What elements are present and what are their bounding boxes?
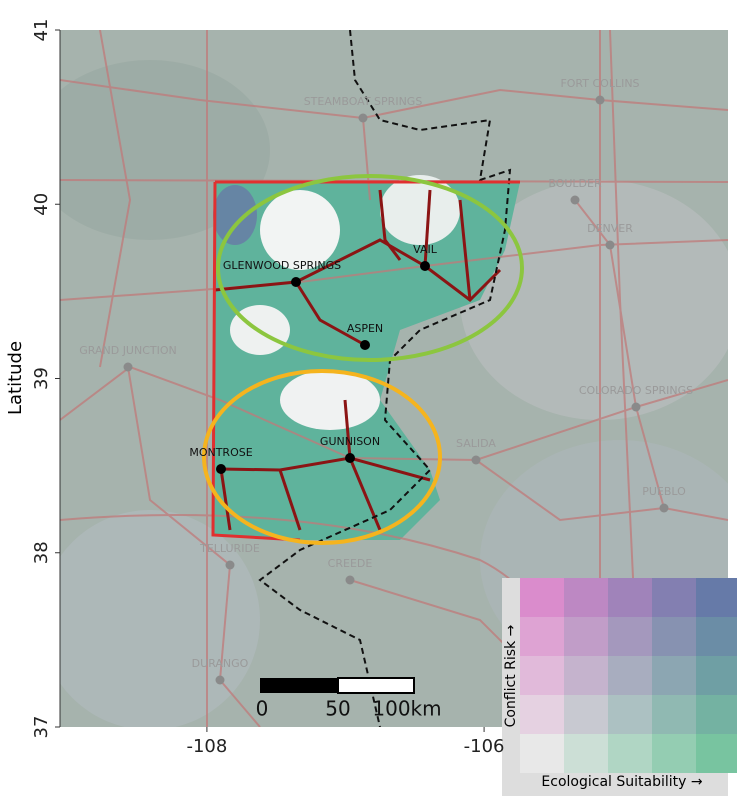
town-label: ASPEN [347,322,383,335]
scale-bar [337,677,415,694]
region-outline [216,174,524,362]
legend-cell [520,578,564,617]
continental-divide [258,30,512,727]
legend-y-label: Conflict Risk → [503,624,519,727]
y-tick-label: 40 [31,193,52,216]
legend-cell [564,656,608,695]
scale-label: 0 [256,697,269,721]
city-dot [345,575,355,585]
town-dot [360,340,370,350]
legend-cell [608,695,652,734]
town-dot [420,261,430,271]
city-label: CREEDE [328,557,373,570]
legend-cell [652,695,696,734]
city-label: BOULDER [548,177,602,190]
suitability-patch [380,175,460,245]
y-tick-label: 41 [31,19,52,42]
legend-cell [520,656,564,695]
city-label: SALIDA [456,437,496,450]
city-label: TELLURIDE [199,542,260,555]
trails [214,189,502,531]
town-dot [345,453,355,463]
town-label: MONTROSE [189,446,252,459]
legend-cell [608,578,652,617]
city-dot [659,503,669,513]
legend-cell [564,734,608,773]
legend-cell [520,734,564,773]
x-tick-label: -108 [186,736,227,757]
legend-cell [608,617,652,656]
city-dot [595,95,605,105]
legend-x-label: Ecological Suitability → [541,774,702,790]
suitability-patch [280,370,380,430]
city-dot [605,240,615,250]
legend-cell [608,734,652,773]
city-label: PUEBLO [642,485,686,498]
map-area [60,30,728,727]
y-tick-label: 39 [31,367,52,390]
city-dot [471,455,481,465]
region-outline [202,369,442,545]
legend-cell [696,695,737,734]
legend-cell [696,656,737,695]
city-label: FORT COLLINS [560,77,639,90]
legend-cell [564,617,608,656]
legend-cell [652,578,696,617]
city-dot [358,113,368,123]
scale-label: 100km [372,697,441,721]
suitability-patch [260,190,340,270]
legend: Conflict Risk → Ecological Suitability → [502,578,737,796]
legend-cell [564,695,608,734]
terrain [460,180,728,420]
scale-label: 50 [325,697,350,721]
city-dot [215,675,225,685]
legend-cell [520,695,564,734]
city-label: DURANGO [192,657,249,670]
legend-cell [520,617,564,656]
town-dot [216,464,226,474]
city-dot [225,560,235,570]
town-dot [291,277,301,287]
legend-cell [652,656,696,695]
city-dot [123,362,133,372]
city-label: COLORADO SPRINGS [579,384,693,397]
legend-cell [564,578,608,617]
city-label: GRAND JUNCTION [79,344,177,357]
y-tick-label: 38 [31,541,52,564]
city-dot [570,195,580,205]
study-boundary [211,181,301,542]
y-tick-label: 37 [31,716,52,739]
x-tick-label: -106 [464,736,505,757]
legend-cell [696,734,737,773]
legend-cell [696,578,737,617]
legend-cell [652,617,696,656]
y-axis-label: Latitude [5,341,26,415]
city-label: DENVER [587,222,633,235]
town-label: VAIL [413,243,438,256]
town-label: GLENWOOD SPRINGS [223,259,341,272]
legend-cell [696,617,737,656]
city-dot [631,402,641,412]
scale-bar [260,678,338,693]
legend-cell [608,656,652,695]
legend-cell [652,734,696,773]
town-label: GUNNISON [320,435,380,448]
conflict-patch [213,185,257,245]
city-label: STEAMBOAT SPRINGS [304,95,423,108]
terrain [60,510,260,727]
